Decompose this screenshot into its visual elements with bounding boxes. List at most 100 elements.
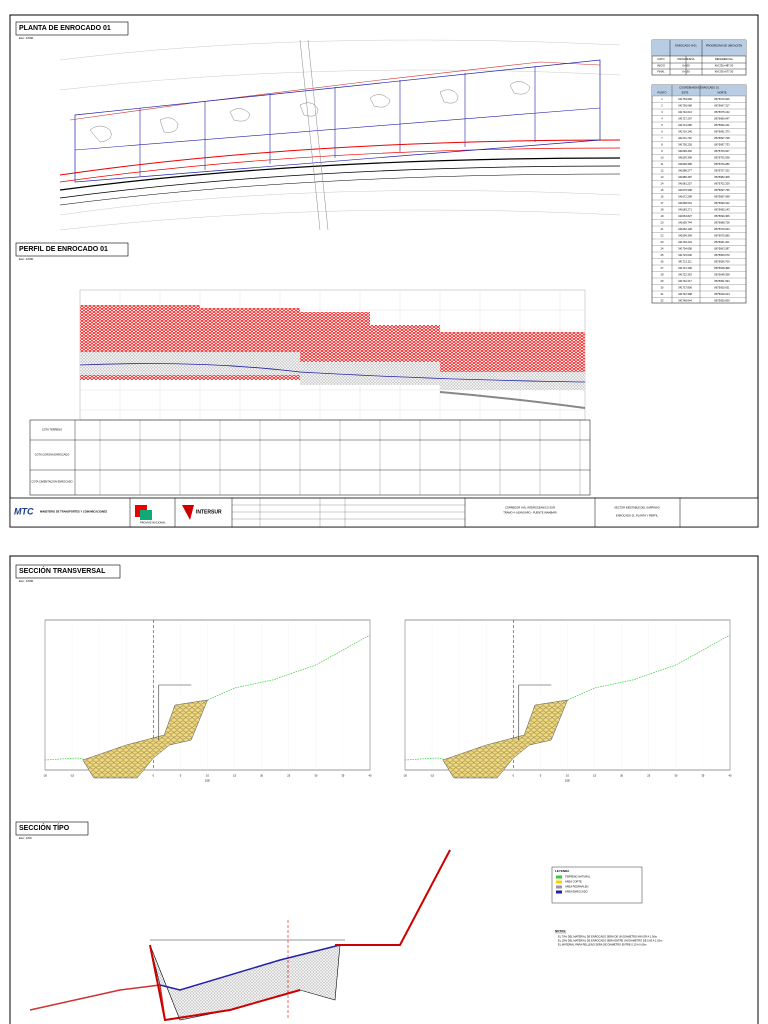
table-cell: 16	[661, 194, 664, 198]
logo-provias: PROVIAS NACIONAL	[140, 521, 166, 525]
table-cell: 8675700.027	[714, 149, 730, 153]
legend-label: AREA CORTE	[565, 880, 582, 884]
table-cell: 29	[661, 279, 664, 283]
table-cell: KM 291+677.00	[715, 70, 734, 74]
table-cell: 6	[661, 129, 663, 133]
legend-label: TERRENO NATURAL	[565, 875, 591, 879]
project-name: CORREDOR VIAL INTEROCEANICO SUR	[505, 506, 555, 510]
table-cell: 341732.217	[678, 279, 692, 283]
table-cell: 341699.460	[678, 149, 692, 153]
x-tick-label: 25	[647, 774, 650, 778]
table-cell: 341716.146	[678, 129, 692, 133]
logo-ministry: MINISTERIO DE TRANSPORTES Y COMUNICACION…	[40, 510, 107, 514]
table-cell: 22	[661, 233, 664, 237]
table-cell: 5	[661, 123, 663, 127]
table-cell: 8675650.631	[714, 285, 730, 289]
table-cell: 341721.080	[678, 123, 692, 127]
table-cell: 0+190	[682, 70, 690, 74]
table-cell: 9	[661, 149, 663, 153]
table-cell: 8675680.647	[714, 116, 730, 120]
table-cell: 24	[661, 246, 664, 250]
x-tick-label: 10	[206, 774, 209, 778]
table-cell: 341748.644	[678, 298, 692, 302]
table-cell: 2	[661, 103, 663, 107]
table-cell: 11	[661, 162, 664, 166]
table-cell: 341727.297	[678, 116, 692, 120]
table-cell: 341702.244	[678, 240, 692, 244]
legend-box	[551, 866, 643, 904]
table-cell: 8675697.733	[714, 142, 730, 146]
table-cell: 8675663.287	[714, 246, 730, 250]
table-cell: 341754.699	[678, 97, 692, 101]
table-cell: 341659.744	[678, 220, 692, 224]
table-cell: 341737.806	[678, 285, 692, 289]
table-subheader: DATO	[658, 57, 665, 61]
table-cell: 8675705.038	[714, 155, 730, 159]
table-cell: 341668.601	[678, 201, 692, 205]
legend-swatch	[556, 890, 562, 894]
table-cell: 341699.399	[678, 233, 692, 237]
table-cell: 31	[661, 292, 664, 296]
table-cell: 8675687.098	[714, 194, 730, 198]
x-tick-label: 0	[153, 774, 155, 778]
table-cell: 341711.732	[678, 136, 692, 140]
row-label: COTA TERRENO	[42, 428, 62, 432]
title-block	[9, 497, 759, 528]
x-tick-label: 5	[180, 774, 182, 778]
table-cell: 0+000	[682, 64, 690, 68]
x-tick-label: -15	[70, 774, 74, 778]
x-tick-label: 35	[341, 774, 344, 778]
plan-title: PLANTA DE ENROCADO 01	[19, 25, 111, 32]
profile-table: COTA TERRENO COTA CORONA ENROCADO COTA CIM…	[29, 419, 591, 496]
table-cell: 8675648.358	[714, 272, 730, 276]
x-tick-label: 25	[287, 774, 290, 778]
table-cell: 341699.385	[678, 162, 692, 166]
table-cell: 17	[661, 201, 664, 205]
table-cell: 8675651.094	[714, 279, 730, 283]
rockfill	[442, 699, 568, 779]
table-cell: 8675682.308	[714, 175, 730, 179]
row-label: COTA CORONA ENROCADO	[35, 453, 70, 457]
table-header: ENROCADO Nº01	[675, 44, 697, 48]
title-box	[15, 242, 129, 257]
typical-title: SECCIÓN TÍPO	[19, 823, 70, 832]
table-cell: 8675667.317	[714, 103, 730, 107]
table-cell: 8675676.946	[714, 97, 730, 101]
table-cell: 8675656.700	[714, 259, 730, 263]
plan-view	[59, 39, 621, 231]
table-cell: 341693.399	[678, 155, 692, 159]
x-tick-label: 20	[260, 774, 263, 778]
table-subheader: REFERENCIAL	[715, 57, 734, 61]
x-tick-label: 10	[566, 774, 569, 778]
retaining	[158, 684, 192, 740]
table-cell: 8675676.623	[714, 227, 730, 231]
x-tick-label: 15	[233, 774, 236, 778]
sector: SECTOR INESTABLE DEL SURPINAO	[614, 506, 660, 510]
table-header: PROGRESIVA DE UBICACIÓN	[706, 43, 742, 48]
table-cell: 8675691.373	[714, 129, 730, 133]
sheet-frame	[9, 14, 759, 528]
legend-swatch	[556, 880, 562, 884]
logo-intersur: INTERSUR	[196, 509, 222, 515]
x-tick-label: 40	[369, 774, 372, 778]
table-cell: 32	[661, 298, 664, 302]
table-cell: 341663.827	[678, 214, 692, 218]
table-cell: FINAL	[657, 70, 665, 74]
x-axis-label: EJE	[565, 779, 570, 783]
title-box	[15, 564, 121, 579]
profile-scale: Esc: 1/500	[19, 257, 34, 261]
table-cell: 10	[661, 155, 664, 159]
table-cell: 341705.228	[678, 142, 692, 146]
table-cell: 13	[661, 175, 664, 179]
note: EL 70% DEL MATERIAL DE ENROCADO SERA DE …	[558, 935, 657, 939]
table-cell: 8675690.366	[714, 214, 730, 218]
table-cell: 7	[661, 136, 663, 140]
table-cell: 15	[661, 188, 664, 192]
row-label: COTA CIMENTACION ENROCADO	[31, 480, 72, 484]
x-tick-label: -20	[43, 774, 47, 778]
typical-scale: Esc: 1/50	[19, 836, 32, 840]
sheet-name: ENROCADO 01. PLANTA Y PERFIL	[616, 514, 659, 518]
